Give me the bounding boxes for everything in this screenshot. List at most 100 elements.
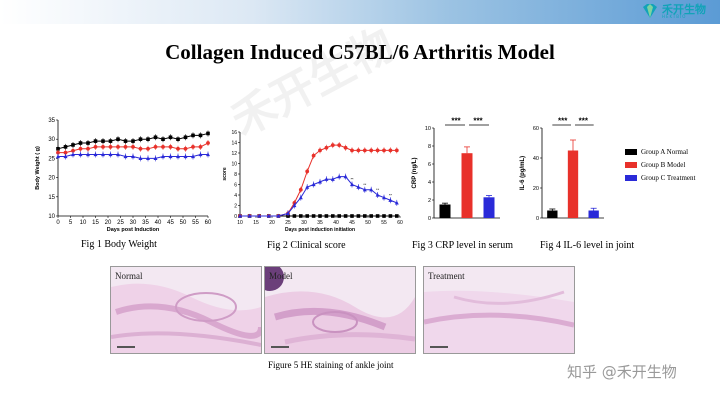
data-point (337, 214, 341, 218)
data-point (108, 139, 113, 143)
data-point (63, 150, 68, 155)
significance-mark: ** (389, 192, 393, 197)
chart-legend: Group A Normal Group B Model Group C Tre… (625, 145, 695, 184)
x-tick-label: 50 (180, 220, 187, 226)
significance-mark: ** (350, 177, 354, 182)
y-axis-label: score (222, 167, 228, 181)
data-point (86, 152, 90, 157)
data-point (86, 141, 90, 145)
data-point (191, 154, 195, 159)
data-point (318, 148, 322, 153)
y-tick-label: 0 (536, 216, 539, 222)
data-point (108, 144, 113, 149)
data-point (161, 154, 165, 159)
data-point (330, 177, 335, 181)
data-point (343, 145, 348, 150)
legend-item: Group C Treatment (625, 171, 695, 184)
data-point (350, 182, 354, 187)
x-tick-label: 20 (105, 220, 112, 226)
x-tick-label: 20 (269, 220, 275, 226)
y-tick-label: 0 (234, 214, 237, 220)
data-point (176, 137, 180, 141)
series-line (240, 144, 397, 217)
he-panel-label: Treatment (428, 271, 465, 281)
il6-level-chart: 0 20 40 60 IL-6 (pg/mL) *** *** (520, 117, 604, 222)
data-point (176, 146, 180, 151)
bar (483, 197, 495, 218)
data-point (101, 139, 105, 143)
data-point (198, 152, 203, 157)
data-point (131, 144, 135, 149)
data-point (375, 148, 380, 153)
significance-mark: *** (558, 117, 568, 126)
data-point (153, 144, 158, 149)
x-tick-label: 25 (285, 220, 291, 226)
data-point (324, 145, 329, 150)
data-point (356, 148, 361, 153)
x-axis-label: Days post induction initiation (285, 227, 355, 233)
data-point (86, 146, 90, 151)
data-point (382, 195, 386, 200)
x-tick-label: 15 (253, 220, 259, 226)
bar (439, 204, 451, 218)
significance-mark: ** (363, 182, 367, 187)
data-point (330, 143, 335, 148)
data-point (206, 141, 210, 145)
data-point (394, 200, 399, 205)
x-tick-label: 45 (349, 220, 355, 226)
data-point (298, 187, 303, 192)
data-point (183, 154, 188, 159)
data-point (394, 148, 399, 153)
data-point (101, 152, 105, 157)
significance-mark: ** (376, 187, 380, 192)
data-point (206, 131, 210, 136)
data-point (350, 148, 354, 153)
he-tissue-image (111, 267, 261, 353)
data-point (305, 169, 310, 174)
data-point (168, 154, 173, 159)
data-point (298, 195, 303, 200)
logo-leaf-icon (643, 4, 657, 18)
data-point (71, 148, 75, 153)
x-tick-label: 30 (130, 220, 137, 226)
data-point (123, 139, 128, 143)
data-point (153, 135, 158, 140)
y-tick-label: 2 (428, 198, 431, 204)
y-tick-label: 16 (231, 130, 237, 136)
y-tick-label: 2 (234, 204, 237, 210)
y-tick-label: 40 (533, 156, 539, 162)
data-point (146, 146, 150, 151)
data-point (183, 146, 188, 151)
data-point (198, 133, 203, 138)
x-axis-label: Days post Induction (107, 227, 160, 233)
x-tick-label: 10 (237, 220, 243, 226)
data-point (382, 214, 386, 218)
fig4-caption: Fig 4 IL-6 level in joint (540, 240, 635, 251)
bar (567, 150, 579, 218)
y-tick-label: 60 (533, 126, 539, 132)
y-axis-label: CRP (ng/L) (412, 158, 418, 189)
series-line (240, 176, 397, 217)
x-tick-label: 40 (333, 220, 339, 226)
data-point (146, 156, 150, 160)
zhihu-watermark: 知乎 @禾开生物 (567, 363, 677, 381)
data-point (71, 152, 75, 157)
x-tick-label: 35 (317, 220, 323, 226)
legend-label: Group C Treatment (641, 173, 696, 182)
he-tissue-image (424, 267, 574, 353)
fig1-caption: Fig 1 Body Weight (81, 239, 157, 250)
data-point (363, 214, 367, 218)
y-tick-label: 35 (48, 118, 55, 124)
data-point (123, 144, 128, 149)
data-point (183, 135, 188, 140)
y-tick-label: 6 (428, 162, 431, 168)
y-axis-label: IL-6 (pg/mL) (520, 156, 526, 190)
data-point (388, 148, 393, 153)
y-tick-label: 20 (48, 176, 55, 182)
y-tick-label: 12 (231, 151, 237, 157)
x-tick-label: 5 (69, 220, 73, 226)
y-tick-label: 30 (48, 137, 55, 143)
data-point (161, 137, 165, 141)
data-point (56, 154, 60, 159)
x-tick-label: 45 (167, 220, 174, 226)
